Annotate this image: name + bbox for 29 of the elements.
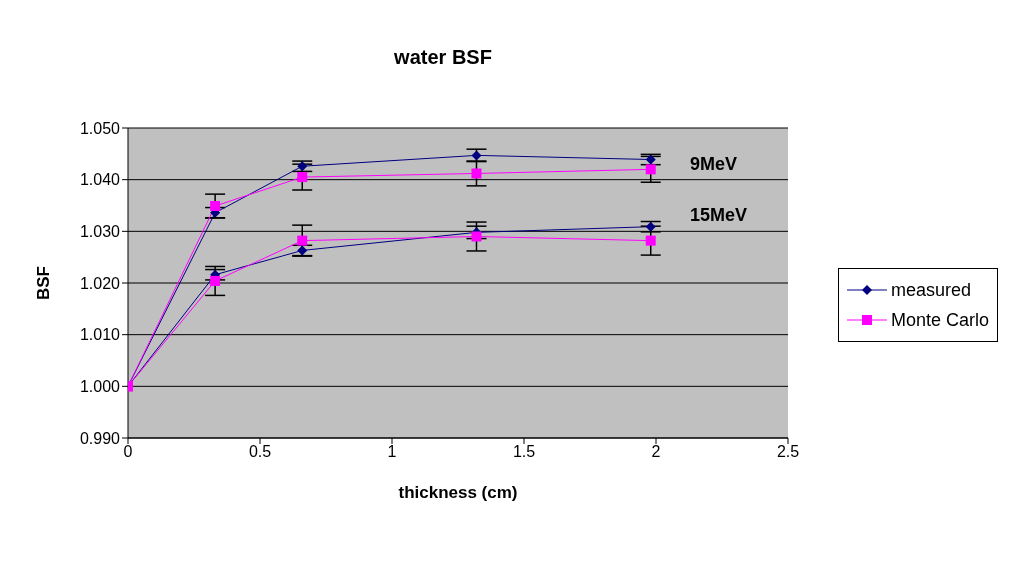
point — [471, 168, 482, 179]
x-tick-label: 0 — [123, 443, 133, 461]
x-tick-label: 1 — [387, 443, 397, 461]
y-tick-label: 1.040 — [79, 171, 121, 189]
point — [297, 235, 308, 246]
x-tick-label: 2.5 — [776, 443, 800, 461]
x-tick-label: 1.5 — [512, 443, 536, 461]
point — [471, 231, 482, 242]
point — [297, 172, 308, 183]
chart-title: water BSF — [393, 46, 493, 69]
x-axis-title: thickness (cm) — [398, 483, 518, 502]
y-tick-label: 1.020 — [79, 274, 121, 292]
point — [210, 201, 221, 212]
point — [645, 164, 656, 175]
y-tick-label: 1.010 — [79, 326, 121, 344]
point — [645, 221, 656, 232]
y-tick-label: 0.990 — [79, 429, 121, 447]
y-tick-label: 1.000 — [79, 378, 121, 396]
y-tick-label: 1.050 — [79, 119, 121, 137]
annotation: 9MeV — [690, 154, 738, 175]
y-axis-title: BSF — [34, 266, 54, 300]
y-tick-label: 1.030 — [79, 223, 121, 241]
legend-label: measured — [890, 279, 971, 301]
legend-label: Monte Carlo — [890, 309, 989, 331]
annotation: 15MeV — [690, 205, 748, 226]
point — [645, 235, 656, 246]
point — [210, 275, 221, 286]
x-tick-label: 2 — [651, 443, 661, 461]
x-tick-label: 0.5 — [248, 443, 272, 461]
